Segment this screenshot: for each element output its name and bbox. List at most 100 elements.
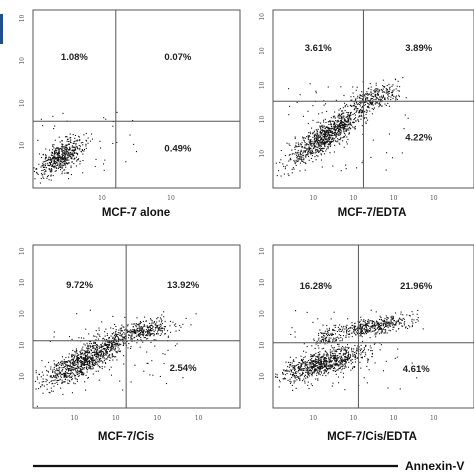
event-dot [50,387,52,389]
event-dot [366,91,368,93]
event-dot [286,142,288,144]
event-dot [319,140,321,142]
event-dot [353,112,355,115]
event-dot [66,155,68,157]
event-dot [330,357,332,359]
event-dot [288,370,290,372]
event-dot [53,336,55,338]
event-dot [309,133,312,135]
x-tick-label: 10 [390,415,398,422]
event-dot [329,130,331,132]
event-dot [349,327,351,329]
event-dot [69,148,71,150]
event-dot [333,126,335,128]
event-dot [365,113,367,115]
event-dot [85,350,88,352]
event-dot [61,382,63,384]
event-dot [69,156,71,158]
event-dot [398,94,400,96]
event-dot [338,329,340,331]
event-dot [299,369,301,371]
event-dot [320,125,322,127]
event-dot [92,361,94,363]
event-dot [62,364,64,366]
y-tick-label: 10 [19,279,26,287]
event-dot [371,352,373,354]
event-dot [76,355,78,357]
event-dot [114,347,116,349]
event-dot [318,337,320,339]
event-dot [340,359,343,361]
event-dot [306,366,308,368]
event-dot [160,324,162,326]
event-dot [320,332,322,334]
event-dot [299,170,301,172]
event-dot [89,362,91,365]
event-dot [63,152,65,154]
event-dot [59,163,61,165]
event-dot [351,358,353,361]
event-dot [379,315,381,317]
event-dot [68,155,70,157]
event-dot [306,375,308,378]
event-dot [374,362,376,364]
event-dot [50,174,52,176]
event-dot [392,322,394,324]
event-dot [38,163,40,165]
event-dot [360,91,363,93]
event-dot [85,351,87,353]
event-dot [88,365,90,367]
event-dot [326,110,328,112]
quadrant-percent-upper-right: 3.89% [405,43,432,54]
event-dot [328,137,330,139]
event-dot [385,324,387,326]
event-dot [310,157,312,159]
event-dot [366,93,368,95]
event-dot [356,109,358,111]
event-dot [133,330,135,332]
event-dot [376,332,378,334]
event-dot [355,111,357,113]
event-dot [44,168,46,171]
event-dot [72,362,74,364]
event-dot [326,368,328,370]
event-dot [278,379,280,381]
event-dot [101,321,103,323]
event-dot [352,354,354,356]
event-dot [329,364,331,366]
event-dot [322,334,325,336]
event-dot [291,365,293,367]
event-dot [325,126,327,128]
event-dot [88,361,90,363]
event-dot [70,376,72,378]
event-dot [74,360,77,362]
event-dot [376,91,378,93]
event-dot [340,86,342,88]
event-dot [147,362,149,364]
event-dot [355,120,357,122]
event-dot [313,138,315,140]
event-dot [358,121,360,123]
event-dot [338,128,340,130]
event-dot [302,115,305,117]
event-dot [322,150,324,152]
event-dot [50,179,52,181]
event-dot [317,368,319,370]
event-dot [88,350,90,352]
event-dot [79,368,81,370]
edge-marker [0,14,3,44]
event-dot [58,368,60,370]
event-dot [367,361,369,363]
event-dot [136,317,138,319]
event-dot [104,358,106,360]
event-dot [395,330,397,332]
event-dot [69,137,71,139]
event-dot [347,138,349,140]
event-dots [274,309,424,391]
event-dot [311,142,313,144]
event-dot [121,338,123,340]
event-dot [63,169,65,171]
event-dot [358,348,360,350]
event-dot [350,119,352,121]
event-dot [47,164,49,166]
